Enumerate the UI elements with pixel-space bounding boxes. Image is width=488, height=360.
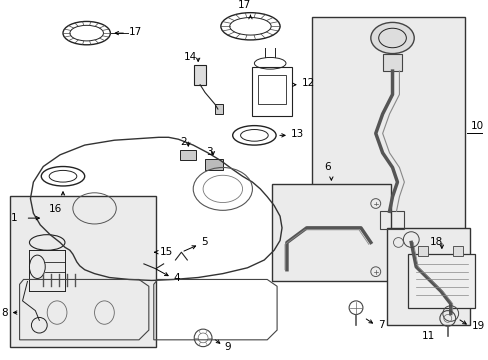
Text: 6: 6: [324, 162, 330, 172]
Text: 17: 17: [238, 0, 251, 10]
Text: 10: 10: [469, 121, 483, 131]
Bar: [215, 104, 223, 114]
Text: 7: 7: [377, 320, 384, 330]
Bar: [10, 196, 155, 347]
Bar: [407, 254, 474, 308]
Text: 5: 5: [201, 238, 207, 247]
Bar: [272, 184, 390, 282]
Bar: [180, 150, 196, 160]
Text: 8: 8: [1, 307, 8, 318]
Text: 3: 3: [205, 147, 212, 157]
Bar: [252, 67, 291, 116]
Text: 2: 2: [180, 137, 186, 147]
Bar: [194, 65, 205, 85]
Bar: [386, 228, 469, 325]
Text: 19: 19: [470, 321, 484, 331]
Text: 12: 12: [301, 78, 314, 88]
Text: 17: 17: [129, 27, 142, 37]
Text: 15: 15: [160, 247, 173, 257]
Text: 14: 14: [183, 51, 197, 62]
Text: 16: 16: [48, 203, 61, 213]
Bar: [382, 54, 402, 71]
Text: 13: 13: [290, 129, 304, 139]
Bar: [258, 75, 285, 104]
Bar: [452, 246, 462, 256]
Text: 18: 18: [428, 237, 442, 247]
Text: 1: 1: [11, 213, 17, 223]
Text: 4: 4: [173, 274, 180, 283]
Text: 9: 9: [224, 342, 231, 352]
Bar: [204, 159, 223, 170]
Bar: [417, 246, 427, 256]
Ellipse shape: [370, 22, 413, 54]
Bar: [311, 17, 464, 248]
Bar: [379, 211, 404, 229]
Text: 11: 11: [421, 331, 434, 341]
